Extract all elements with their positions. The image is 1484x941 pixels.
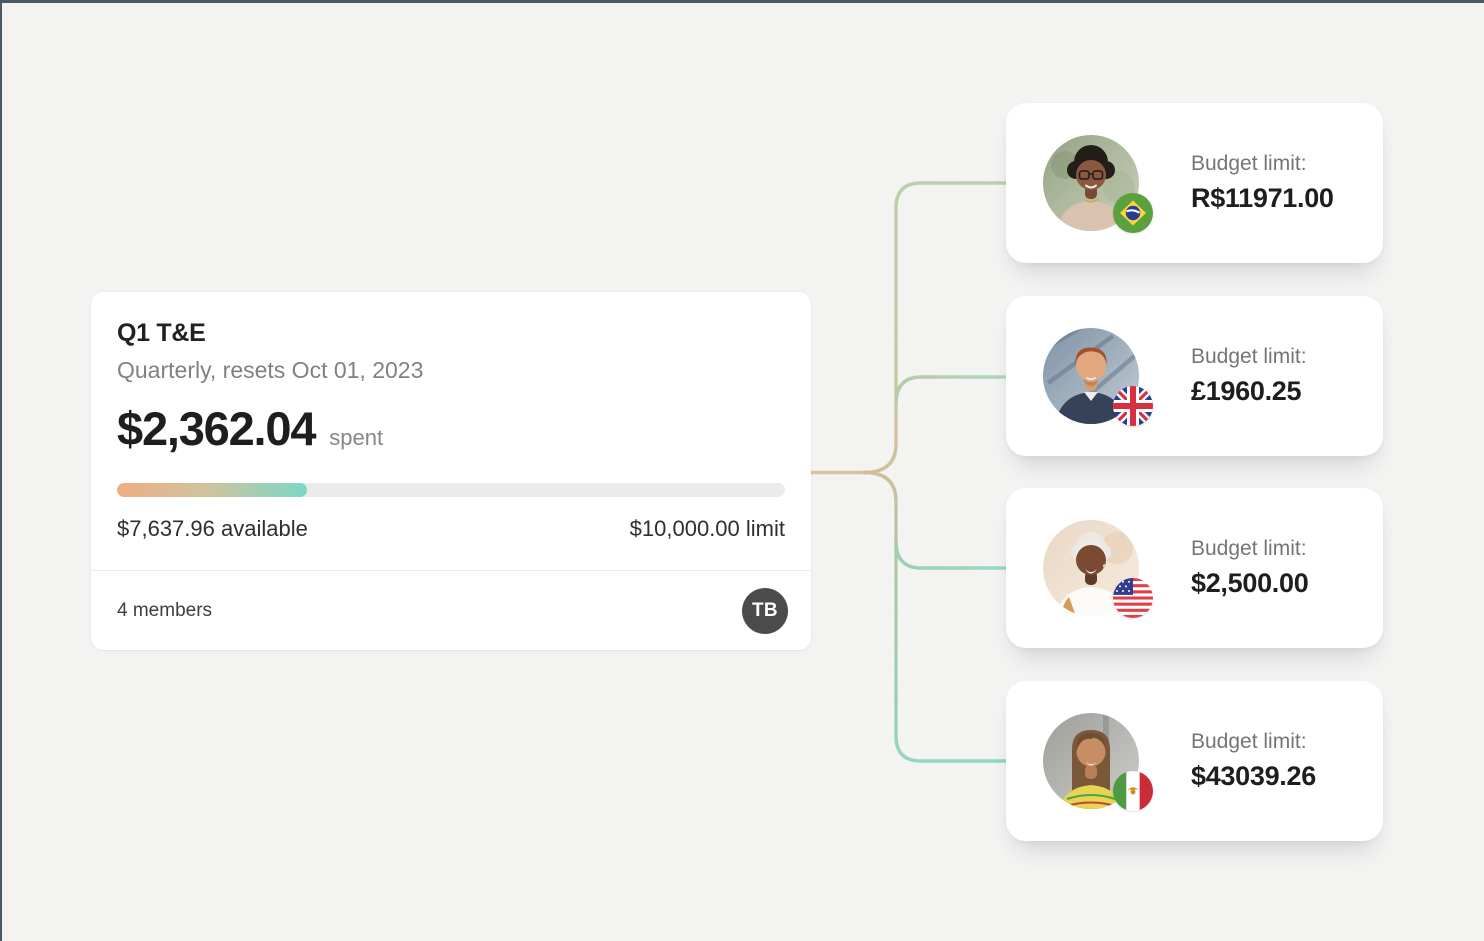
budget-limit-amount: R$11971.00 — [1191, 183, 1334, 213]
spent-label: spent — [329, 425, 384, 450]
available-amount: $7,637.96 available — [117, 516, 308, 541]
brazil-flag-icon — [1113, 193, 1153, 233]
budget-limit-label: Budget limit: — [1191, 730, 1307, 753]
budget-limit-label: Budget limit: — [1191, 537, 1307, 560]
uk-flag-icon — [1113, 386, 1153, 426]
progress-fill — [117, 483, 308, 497]
avatar-woman-brazil — [1043, 135, 1139, 231]
avatar-woman-mexico — [1043, 713, 1139, 809]
members-count: 4 members — [117, 599, 213, 621]
member-card-mexico[interactable]: Budget limit: $43039.26 — [1006, 681, 1383, 841]
budget-limit-label: Budget limit: — [1191, 345, 1307, 368]
card-divider — [91, 570, 811, 571]
owner-avatar: TB — [742, 587, 788, 634]
avatar-man-uk — [1043, 328, 1139, 424]
member-card-usa[interactable]: Budget limit: $2,500.00 — [1006, 488, 1383, 648]
budget-title: Q1 T&E — [117, 319, 206, 347]
window-frame-top-edge — [0, 0, 1484, 3]
mexico-flag-icon — [1113, 771, 1153, 811]
usa-flag-icon — [1113, 578, 1153, 618]
avatar — [1043, 520, 1153, 618]
budget-limit-label: Budget limit: — [1191, 152, 1307, 175]
budget-subtitle: Quarterly, resets Oct 01, 2023 — [117, 357, 424, 383]
window-frame-left-edge — [0, 0, 2, 941]
budget-limit-amount: $43039.26 — [1191, 761, 1316, 791]
avatar — [1043, 328, 1153, 426]
budget-card[interactable]: Q1 T&E Quarterly, resets Oct 01, 2023 $2… — [91, 292, 811, 650]
limit-amount: $10,000.00 limit — [629, 516, 785, 541]
member-card-uk[interactable]: Budget limit: £1960.25 — [1006, 296, 1383, 456]
budget-limit-amount: $2,500.00 — [1191, 568, 1309, 598]
avatar — [1043, 713, 1153, 811]
avatar — [1043, 135, 1153, 233]
spent-amount: $2,362.04 — [117, 402, 316, 455]
member-card-brazil[interactable]: Budget limit: R$11971.00 — [1006, 103, 1383, 263]
budget-limit-amount: £1960.25 — [1191, 376, 1302, 406]
budget-progress-bar — [117, 483, 785, 497]
